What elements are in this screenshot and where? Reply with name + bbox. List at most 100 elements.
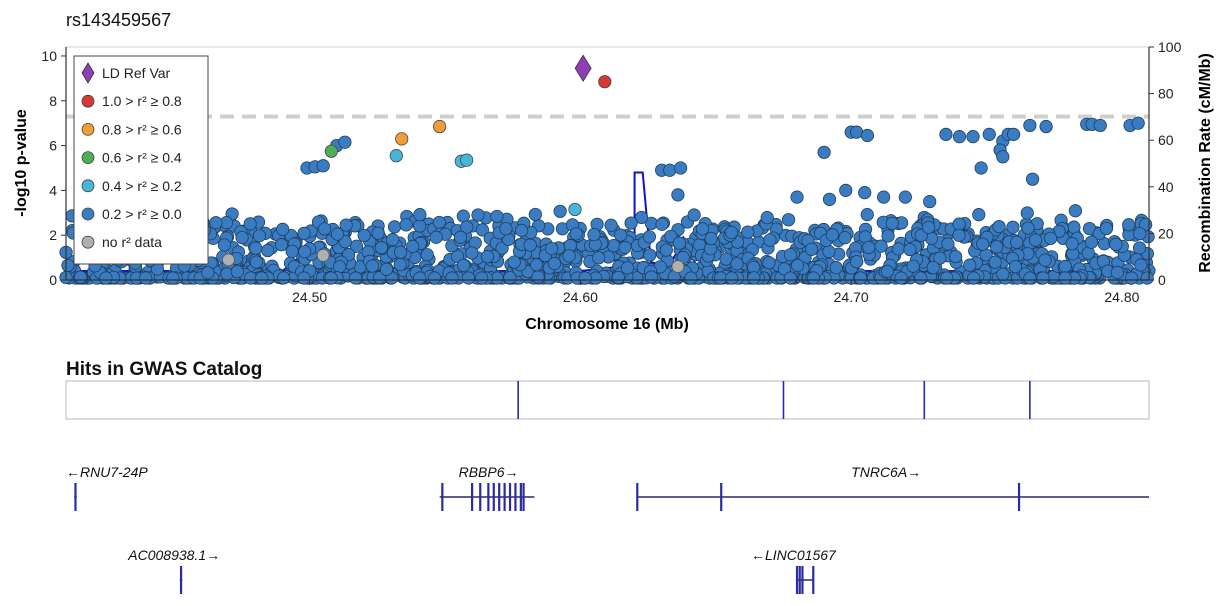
variant-point: [1068, 204, 1083, 218]
variant-point: [684, 271, 698, 285]
variant-point: [695, 222, 710, 236]
variant-point: [1010, 235, 1024, 249]
variant-point: [330, 227, 345, 241]
legend-label: 1.0 > r² ≥ 0.8: [102, 93, 182, 109]
variant-point: [1134, 258, 1148, 272]
variant-point: [1007, 127, 1021, 141]
variant-point: [249, 255, 263, 269]
variant-point: [972, 208, 986, 222]
variant-point: [456, 209, 470, 223]
variant-point-no-ld: [222, 253, 235, 267]
variant-point: [611, 270, 625, 285]
variant-point-no-ld: [671, 260, 685, 273]
variant-point: [992, 219, 1006, 234]
variant-point: [73, 270, 88, 284]
variant-point: [724, 225, 739, 240]
variant-point: [996, 150, 1010, 164]
y-right-tick-label: 60: [1158, 132, 1174, 148]
variant-point: [822, 192, 837, 206]
variant-point: [371, 226, 385, 240]
variant-point: [387, 220, 402, 234]
variant-point: [839, 183, 853, 197]
variant-point: [1140, 271, 1154, 285]
variant-point: [604, 218, 618, 232]
y-left-tick-label: 0: [49, 272, 57, 288]
variant-point: [475, 271, 489, 285]
gwas-catalog-title: Hits in GWAS Catalog: [66, 359, 262, 380]
variant-point: [547, 256, 562, 271]
variant-point: [891, 242, 905, 256]
variant-point: [429, 230, 443, 244]
variant-point: [348, 271, 363, 285]
variant-point: [674, 161, 688, 175]
variant-point: [790, 190, 804, 204]
variant-point: [880, 264, 895, 279]
variant-point: [1023, 271, 1037, 285]
variant-point: [1065, 237, 1079, 251]
variant-point: [1008, 260, 1023, 274]
variant-point: [420, 248, 434, 262]
variant-point: [976, 237, 990, 251]
gene-label: ←RNU7-24P: [66, 464, 148, 480]
variant-point: [243, 217, 257, 231]
variant-point: [885, 216, 899, 230]
variant-point: [379, 262, 394, 276]
legend-marker: [81, 207, 95, 221]
variant-point: [569, 227, 583, 241]
variant-point: [624, 216, 638, 230]
variant-point: [432, 215, 446, 230]
variant-point: [562, 249, 576, 263]
variant-point: [642, 230, 656, 244]
variant-point: [523, 238, 537, 252]
variant-point: [704, 231, 718, 246]
legend-marker: [81, 62, 95, 84]
variant-point: [1109, 237, 1123, 252]
variant-point: [217, 238, 232, 252]
gene-label: ←LINC01567: [751, 547, 837, 563]
variant-point: [201, 266, 215, 280]
variant-point: [515, 223, 529, 237]
variant-point: [592, 251, 606, 265]
gwas-catalog-track: [65, 380, 1150, 420]
variant-point: [643, 248, 657, 262]
variant-point: [783, 248, 798, 262]
variant-point-ld: [395, 132, 409, 146]
variant-point: [285, 244, 299, 258]
variant-point: [1132, 241, 1147, 255]
y-right-tick-label: 100: [1158, 39, 1182, 55]
variant-point-no-ld: [316, 248, 330, 262]
variant-point: [620, 261, 635, 275]
variant-point: [747, 271, 761, 285]
variant-point: [471, 208, 485, 222]
variant-point: [1122, 218, 1136, 232]
y-right-tick-label: 20: [1158, 225, 1174, 241]
x-tick-label: 24.60: [563, 289, 598, 305]
variant-point: [825, 228, 839, 242]
variant-point: [1020, 206, 1034, 220]
legend-label: 0.4 > r² ≥ 0.2: [102, 178, 182, 194]
variant-point: [252, 229, 267, 243]
x-tick-label: 24.50: [292, 289, 327, 305]
variant-point: [475, 223, 489, 237]
y-axis-right-title: Recombination Rate (cM/Mb): [1197, 53, 1214, 273]
variant-point: [393, 245, 408, 259]
variant-point: [413, 219, 427, 233]
y-left-tick-label: 6: [49, 138, 57, 154]
variant-point: [1067, 220, 1081, 234]
variant-point: [490, 209, 504, 224]
variant-point: [804, 242, 819, 256]
variant-point: [858, 186, 872, 200]
gene-label: RBBP6→: [459, 464, 519, 480]
variant-point: [1093, 118, 1107, 133]
variant-point: [1081, 246, 1095, 260]
variant-point: [399, 218, 413, 232]
y-left-tick-label: 2: [49, 227, 57, 243]
variant-point: [881, 229, 895, 243]
variant-point: [209, 216, 223, 230]
variant-point: [553, 204, 567, 218]
variant-point: [333, 260, 347, 274]
variant-point: [672, 236, 687, 250]
variant-point: [255, 271, 269, 285]
